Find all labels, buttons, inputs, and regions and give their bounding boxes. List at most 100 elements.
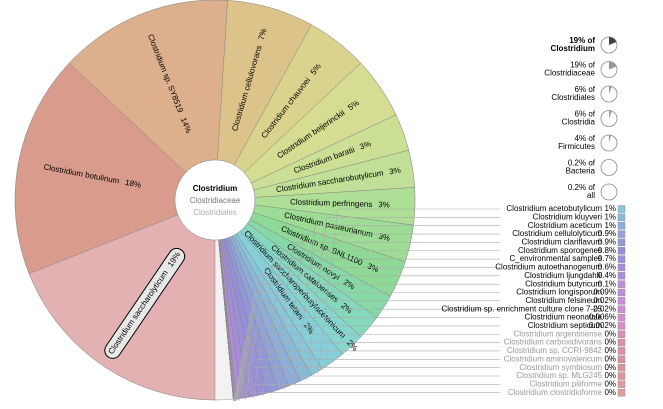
legend-label: Clostridium longisporum	[516, 288, 602, 297]
leader-line	[238, 275, 500, 401]
legend-label: Clostridium carboxidivorans	[504, 338, 602, 347]
legend-label: Clostridium clariflavum	[522, 238, 603, 247]
legend-swatch	[617, 363, 626, 372]
legend-value: 0.6%	[598, 263, 616, 272]
slice-value: 18%	[124, 178, 141, 190]
legend-swatch	[617, 347, 626, 355]
leader-line	[283, 233, 500, 390]
legend-value: 0.8%	[598, 246, 616, 255]
legend-swatch	[617, 389, 626, 397]
legend-swatch	[617, 272, 626, 280]
leader-line	[233, 300, 500, 402]
legend-value: 0.002%	[589, 321, 616, 330]
slice-label: Clostridium perfringens 3%	[290, 197, 390, 209]
slice-value: 7%	[257, 27, 269, 41]
legend-label: Clostridium aceticum	[528, 221, 603, 230]
legend-value: 1%	[604, 212, 616, 221]
icon-value: 19% of	[570, 61, 596, 70]
legend-label: Clostridium neonatale	[525, 313, 603, 322]
icon-value: 0.2% of	[568, 183, 596, 192]
legend-label: Clostridium sp. CCRI-9842	[507, 346, 603, 355]
legend-swatch	[617, 372, 626, 380]
leader-line	[233, 384, 500, 402]
slice-value: 3%	[378, 232, 391, 243]
icon-value: 6% of	[575, 110, 596, 119]
legend-value: 0%	[604, 379, 616, 388]
leader-line	[233, 308, 500, 402]
leader-line	[233, 392, 500, 402]
center-label: Clostridium	[193, 184, 237, 193]
leader-line	[233, 367, 500, 402]
legend-swatch	[617, 322, 626, 330]
legend-swatch	[617, 313, 626, 322]
leader-line	[253, 258, 500, 399]
leader-line	[233, 342, 500, 402]
slice-value: 3%	[366, 262, 380, 275]
legend-swatch	[617, 288, 626, 297]
center-label: Clostridiales	[193, 208, 237, 217]
legend-label: Clostridium cellulolyticum	[512, 229, 602, 238]
slice-label-group: Clostridium perfringens 3%	[290, 197, 390, 209]
legend-value: 0%	[604, 363, 616, 372]
legend-label: Clostridium clostridioforme	[508, 388, 603, 397]
legend-value: 0%	[604, 329, 616, 338]
legend-swatch	[617, 330, 626, 338]
legend-swatch	[617, 297, 626, 305]
legend-value: 0%	[604, 338, 616, 347]
legend-swatch	[617, 305, 626, 313]
legend-value: 1%	[604, 204, 616, 213]
icon-value: 0.2% of	[568, 159, 596, 168]
legend-value: 1%	[604, 221, 616, 230]
icon-value: 4% of	[575, 134, 596, 143]
leader-line	[233, 375, 500, 402]
legend-value: 0.9%	[598, 229, 616, 238]
icon-value: 6% of	[575, 85, 596, 94]
legend-swatch	[617, 263, 626, 272]
legend-swatch	[617, 338, 626, 347]
legend-value: 0.02%	[593, 296, 616, 305]
legend-label: Clostridium argentinense	[514, 329, 603, 338]
icon-wedge	[609, 37, 617, 45]
legend-value: 0.02%	[593, 304, 616, 313]
legend-swatch	[617, 280, 626, 288]
leader-line	[233, 317, 500, 402]
legend-label: C_environmental samples	[510, 254, 603, 263]
legend-label: Clostridium sp. MLG245	[516, 371, 602, 380]
center-label: Clostridiaceae	[190, 196, 241, 205]
icon-name: Firmicutes	[558, 142, 595, 151]
icon-name: all	[587, 191, 595, 200]
legend-swatch	[617, 247, 626, 255]
icon-name: Clostridiales	[551, 93, 595, 102]
icon-wedge	[609, 110, 612, 119]
legend-value: 0%	[604, 346, 616, 355]
legend-label: Clostridium aminovalericum	[504, 354, 603, 363]
icon-wedge	[609, 86, 612, 94]
legend-swatch	[617, 255, 626, 263]
legend-label: Clostridium sp. enrichment culture clone…	[441, 304, 602, 313]
legend-swatch	[617, 205, 626, 213]
legend-swatch	[617, 355, 626, 363]
leader-line	[233, 333, 500, 402]
legend-value: 0%	[604, 388, 616, 397]
leader-line	[272, 242, 500, 394]
legend-label: Clostridium butyricum	[525, 279, 602, 288]
icon-wedge	[609, 61, 617, 70]
leader-line	[262, 250, 500, 397]
legend-value: 0.4%	[598, 271, 616, 280]
icon-name: Clostridia	[562, 118, 596, 127]
legend-label: Clostridium symbiosum	[519, 363, 602, 372]
legend-value: 0%	[604, 354, 616, 363]
legend-label: Clostridium septicum	[528, 321, 603, 330]
legend-label: Clostridium acetobutylicum	[506, 204, 602, 213]
legend-label: Clostridium kluyveri	[533, 212, 603, 221]
legend-label: Clostridium ljungdahlii	[524, 271, 602, 280]
icon-wedge	[609, 135, 611, 143]
legend-value: 0.9%	[598, 238, 616, 247]
legend-label: Clostridium sporogenes	[518, 246, 602, 255]
legend-swatch	[617, 221, 626, 230]
slice-value: 3%	[389, 166, 402, 177]
leader-line	[294, 225, 500, 386]
leader-line	[233, 325, 500, 402]
